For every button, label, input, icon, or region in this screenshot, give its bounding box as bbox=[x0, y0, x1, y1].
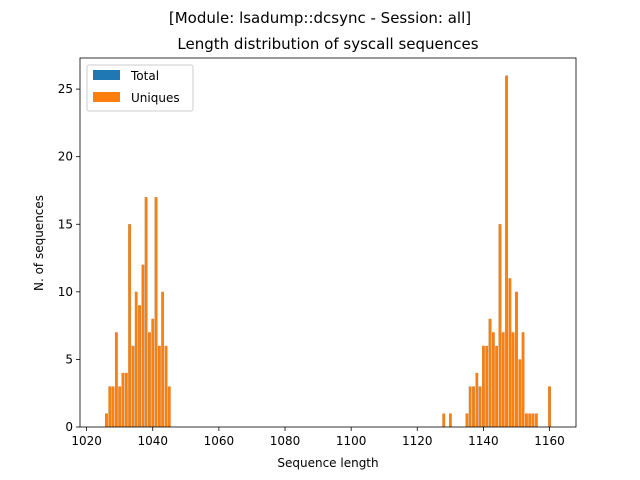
bar-uniques-1144 bbox=[495, 345, 498, 427]
bar-uniques-1138 bbox=[475, 372, 479, 427]
bar-uniques-1045 bbox=[167, 386, 171, 427]
bar-uniques-1141 bbox=[485, 345, 489, 427]
legend-label-uniques: Uniques bbox=[131, 91, 180, 105]
bar-uniques-1036 bbox=[138, 305, 141, 427]
y-axis-label: N. of sequences bbox=[32, 195, 46, 291]
bar-uniques-1041 bbox=[154, 197, 158, 427]
bar-uniques-1147 bbox=[505, 75, 508, 427]
y-tick-label-20: 20 bbox=[58, 150, 73, 164]
bar-uniques-1027 bbox=[108, 386, 112, 427]
x-tick-label-1060: 1060 bbox=[204, 434, 235, 448]
y-axis: 0 5 10 15 20 25 bbox=[58, 82, 80, 434]
bar-uniques-1142 bbox=[488, 318, 492, 427]
bar-uniques-1128 bbox=[442, 413, 446, 427]
bar-uniques-1140 bbox=[482, 345, 485, 427]
bar-uniques-1150 bbox=[515, 291, 518, 427]
bar-uniques-1034 bbox=[131, 345, 135, 427]
y-tick-label-25: 25 bbox=[58, 82, 73, 96]
bar-uniques-1155 bbox=[531, 413, 535, 427]
x-axis-label: Sequence length bbox=[277, 456, 378, 470]
bar-uniques-1143 bbox=[492, 332, 495, 427]
bar-uniques-1135 bbox=[465, 413, 469, 427]
bar-uniques-1029 bbox=[115, 332, 118, 427]
bar-uniques-1044 bbox=[164, 345, 168, 427]
bar-uniques-1145 bbox=[498, 224, 502, 427]
bar-uniques-1130 bbox=[449, 413, 452, 427]
legend: Total Uniques bbox=[86, 64, 194, 112]
bar-uniques-1043 bbox=[161, 291, 164, 427]
bar-uniques-1151 bbox=[518, 359, 522, 427]
x-tick-label-1120: 1120 bbox=[402, 434, 433, 448]
y-tick-label-10: 10 bbox=[58, 285, 73, 299]
legend-swatch-uniques bbox=[93, 92, 120, 102]
x-tick-label-1080: 1080 bbox=[270, 434, 301, 448]
bar-uniques-1037 bbox=[141, 264, 145, 427]
x-tick-label-1100: 1100 bbox=[336, 434, 367, 448]
x-axis: 1020 1040 1060 1080 1100 1120 1140 1160 bbox=[71, 427, 565, 448]
bar-uniques-1030 bbox=[118, 386, 122, 427]
bar-uniques-1160 bbox=[548, 386, 551, 427]
x-tick-label-1160: 1160 bbox=[534, 434, 565, 448]
bar-uniques-1028 bbox=[111, 386, 115, 427]
bar-uniques-1040 bbox=[151, 318, 155, 427]
bar-uniques-1038 bbox=[144, 197, 148, 427]
bar-uniques-1031 bbox=[121, 372, 125, 427]
y-tick-label-5: 5 bbox=[65, 352, 73, 366]
x-tick-label-1140: 1140 bbox=[468, 434, 499, 448]
bars-layer bbox=[105, 75, 551, 427]
bar-uniques-1139 bbox=[478, 386, 482, 427]
bar-uniques-1152 bbox=[521, 332, 525, 427]
y-tick-label-0: 0 bbox=[65, 420, 73, 434]
bar-uniques-1032 bbox=[124, 372, 128, 427]
bar-uniques-1146 bbox=[501, 332, 505, 427]
x-tick-label-1020: 1020 bbox=[71, 434, 102, 448]
bar-uniques-1154 bbox=[528, 413, 532, 427]
chart-title: Length distribution of syscall sequences bbox=[177, 35, 478, 53]
bar-uniques-1149 bbox=[511, 332, 515, 427]
bar-uniques-1136 bbox=[468, 386, 472, 427]
bar-uniques-1033 bbox=[128, 224, 131, 427]
bar-uniques-1042 bbox=[158, 345, 161, 427]
y-tick-label-15: 15 bbox=[58, 217, 73, 231]
legend-swatch-total bbox=[93, 70, 120, 80]
chart-suptitle: [Module: lsadump::dcsync - Session: all] bbox=[169, 9, 471, 27]
plot-frame bbox=[79, 57, 577, 428]
bar-uniques-1148 bbox=[508, 278, 512, 427]
legend-label-total: Total bbox=[130, 69, 159, 83]
bar-uniques-1026 bbox=[105, 413, 108, 427]
x-tick-label-1040: 1040 bbox=[137, 434, 168, 448]
bar-uniques-1035 bbox=[134, 291, 138, 427]
bar-uniques-1153 bbox=[525, 413, 528, 427]
bar-uniques-1039 bbox=[148, 332, 151, 427]
bar-uniques-1156 bbox=[535, 413, 538, 427]
bar-uniques-1137 bbox=[472, 386, 475, 427]
